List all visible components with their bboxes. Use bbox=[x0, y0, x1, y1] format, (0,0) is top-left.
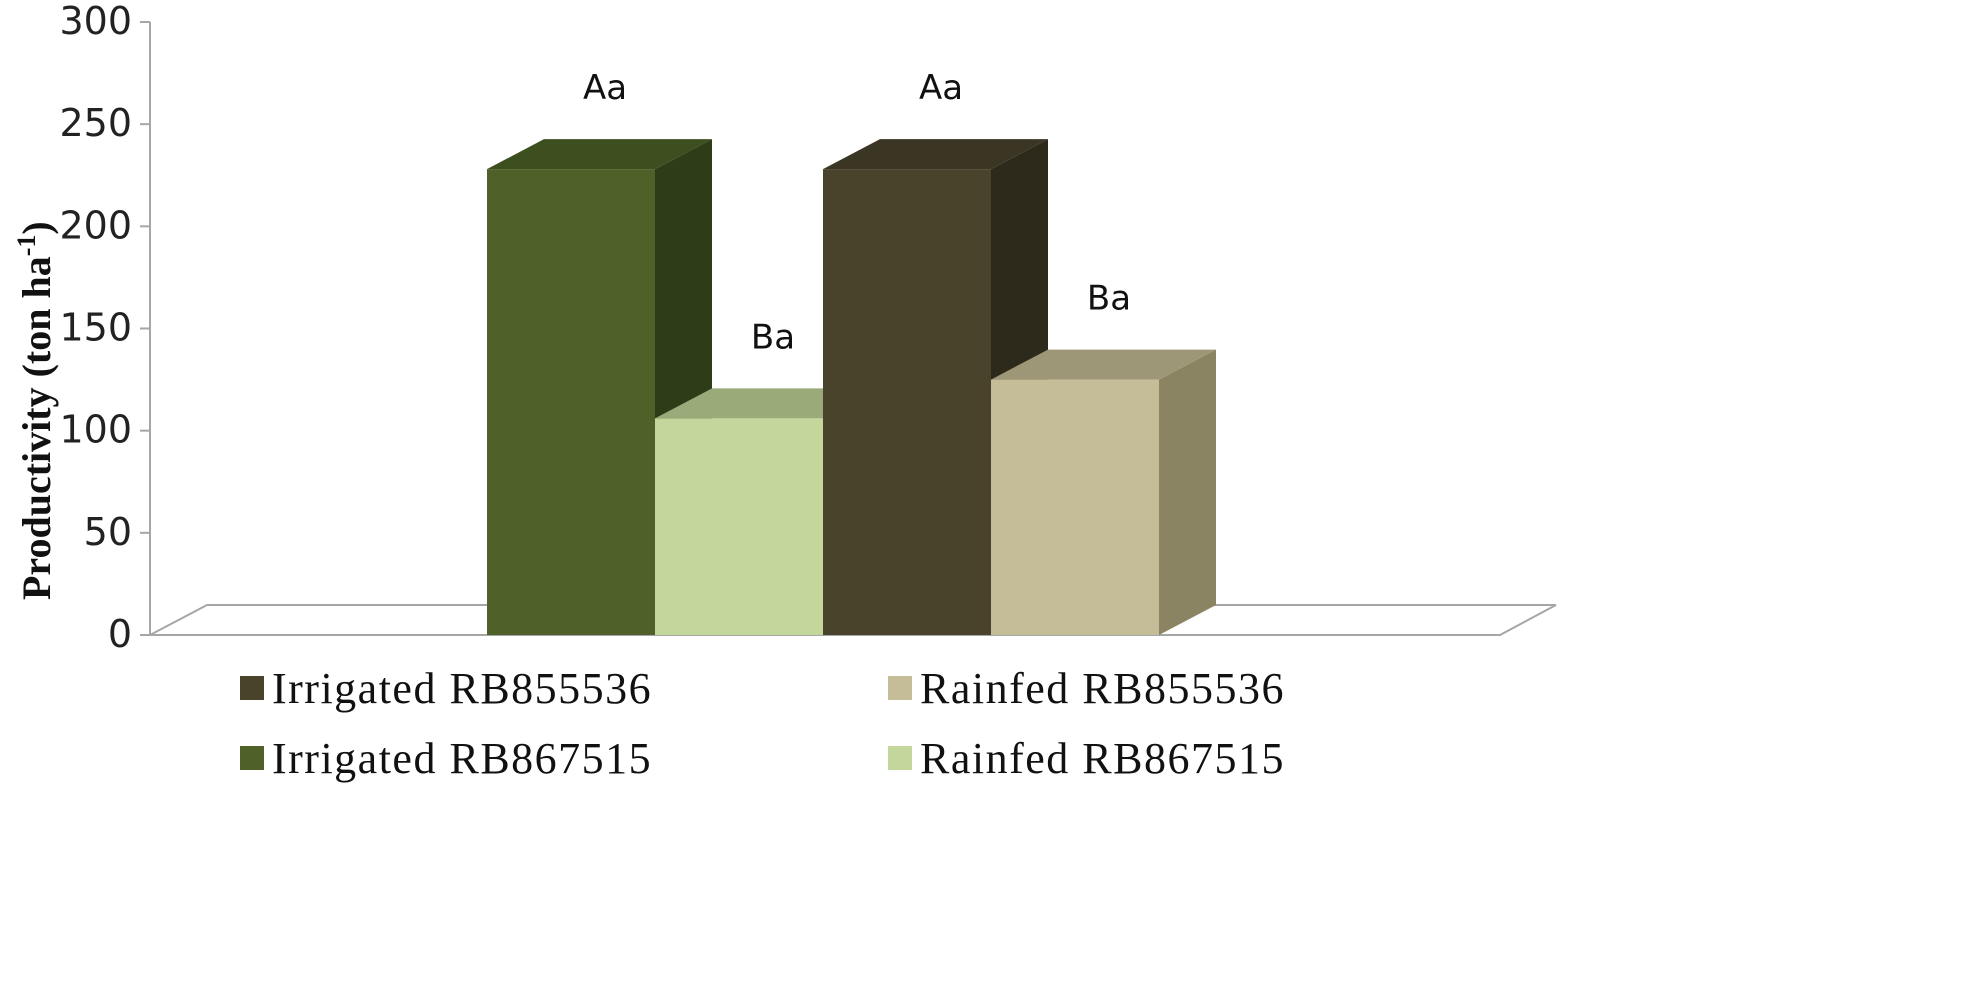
y-tick-label: 100 bbox=[59, 408, 132, 452]
y-axis-title-main: Productivity (ton ha bbox=[14, 256, 59, 600]
bar-front bbox=[991, 379, 1159, 635]
bar-data-label: Aa bbox=[919, 68, 963, 108]
bar-data-label: Ba bbox=[751, 317, 795, 357]
bar-data-label: Aa bbox=[583, 68, 627, 108]
axis-layer: 0 50 100 150 200 250 300 bbox=[59, 0, 1557, 656]
y-axis-title-close: ) bbox=[14, 221, 59, 234]
legend-label: Rainfed RB855536 bbox=[920, 664, 1285, 713]
bar-front bbox=[655, 418, 823, 635]
bar-front bbox=[823, 169, 991, 635]
legend-label: Rainfed RB867515 bbox=[920, 734, 1285, 783]
bar-data-label: Ba bbox=[1087, 279, 1131, 319]
bar-top bbox=[487, 139, 712, 170]
bars-layer bbox=[487, 139, 1216, 635]
legend-swatch bbox=[240, 676, 264, 700]
legend-item: Irrigated RB855536 bbox=[240, 664, 652, 713]
y-tick-label: 50 bbox=[84, 510, 132, 554]
bar-front bbox=[487, 169, 655, 635]
bar-side bbox=[1159, 349, 1216, 635]
legend-swatch bbox=[240, 746, 264, 770]
y-tick-label: 250 bbox=[59, 101, 132, 145]
bar-4 bbox=[991, 349, 1216, 635]
legend-swatch bbox=[888, 746, 912, 770]
legend-swatch bbox=[888, 676, 912, 700]
legend-label: Irrigated RB867515 bbox=[272, 734, 652, 783]
bar-top bbox=[823, 139, 1048, 170]
y-axis-title-superscript: -1 bbox=[12, 235, 41, 257]
bar-top bbox=[991, 349, 1216, 380]
y-axis-title: Productivity (ton ha-1) bbox=[12, 221, 59, 600]
legend-item: Rainfed RB867515 bbox=[888, 734, 1285, 783]
legend-item: Rainfed RB855536 bbox=[888, 664, 1285, 713]
y-tick-label: 150 bbox=[59, 306, 132, 350]
legend-label: Irrigated RB855536 bbox=[272, 664, 652, 713]
y-tick-label: 0 bbox=[108, 612, 132, 656]
y-tick-label: 200 bbox=[59, 203, 132, 247]
data-labels-layer: Aa Ba Aa Ba bbox=[583, 68, 1131, 357]
legend-item: Irrigated RB867515 bbox=[240, 734, 652, 783]
y-tick-label: 300 bbox=[59, 0, 132, 43]
legend: Irrigated RB855536 Rainfed RB855536 Irriga… bbox=[240, 664, 1285, 783]
